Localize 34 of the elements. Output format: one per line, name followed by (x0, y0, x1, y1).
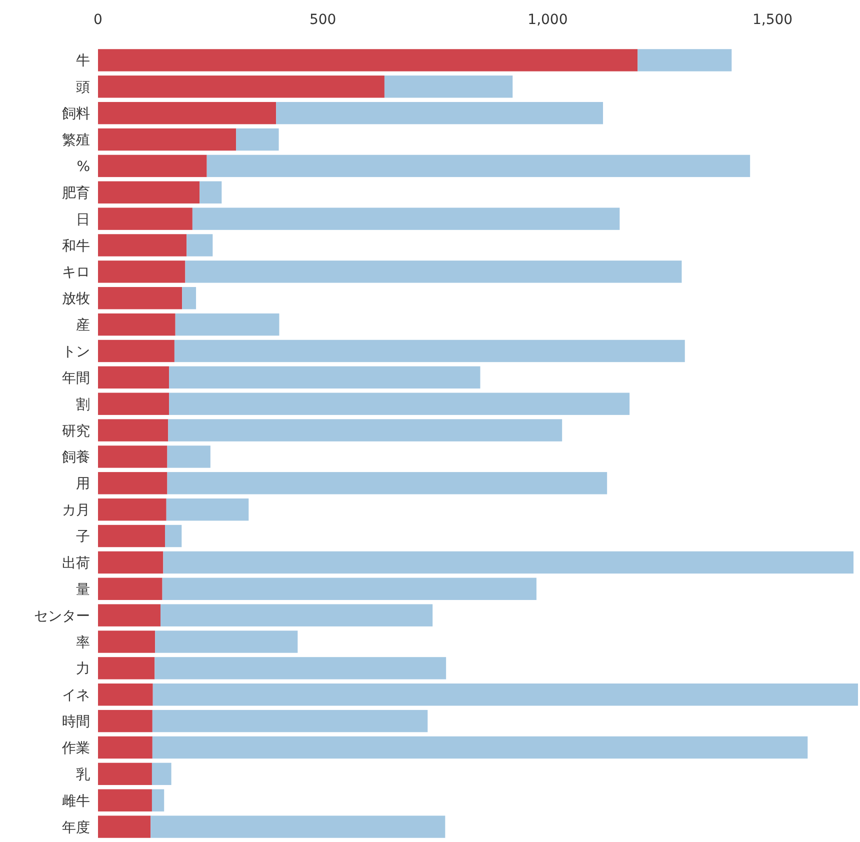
y-tick: 用 (76, 476, 90, 492)
y-tick: 作業 (62, 740, 90, 756)
y-tick: 頭 (76, 80, 90, 96)
y-tick: 研究 (62, 423, 90, 440)
y-tick: 放牧 (62, 291, 90, 308)
y-tick: 肥育 (62, 185, 90, 202)
y-tick: 割 (76, 396, 90, 413)
y-tick: 牛 (76, 53, 90, 70)
y-tick: 出荷 (62, 555, 90, 572)
y-tick: イネ (62, 688, 90, 704)
x-tick: 500 (309, 12, 336, 28)
y-tick: 日 (76, 212, 90, 228)
y-tick: 雌牛 (62, 793, 90, 810)
y-tick: 年間 (62, 370, 90, 386)
y-tick: 年度 (62, 820, 90, 836)
y-tick: 子 (76, 529, 90, 546)
y-tick: 飼養 (62, 450, 90, 466)
y-tick: センター (34, 608, 90, 624)
y-tick: 量 (76, 582, 90, 598)
y-tick: % (76, 158, 90, 175)
x-tick: 0 (94, 12, 102, 28)
y-tick: カ月 (62, 502, 90, 519)
y-tick: 飼料 (62, 106, 90, 122)
y-tick: 和牛 (62, 238, 90, 254)
y-tick: キロ (62, 264, 90, 281)
y-tick: 産 (76, 318, 90, 334)
y-tick: 率 (76, 634, 90, 651)
y-tick: 時間 (62, 714, 90, 730)
y-tick: 乳 (76, 766, 90, 783)
y-tick: 力 (76, 661, 90, 678)
x-tick: 1,500 (752, 12, 793, 28)
x-tick: 1,000 (528, 12, 568, 28)
y-tick: 繁殖 (62, 132, 90, 149)
y-tick: トン (62, 344, 90, 360)
